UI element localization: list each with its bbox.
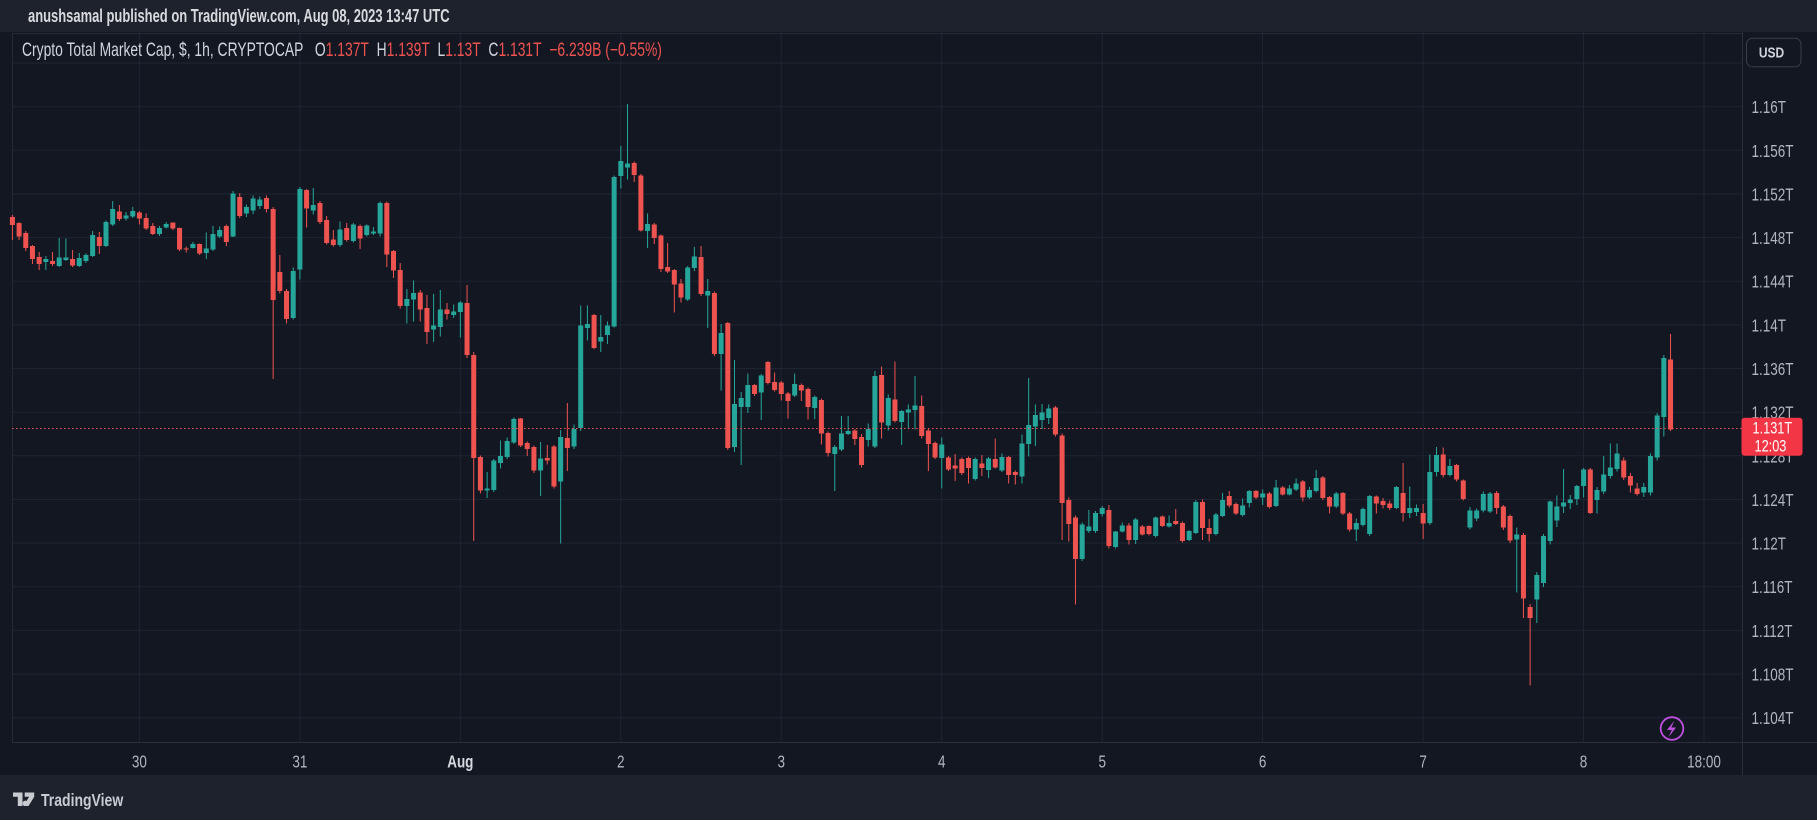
- svg-text:8: 8: [1580, 753, 1588, 772]
- svg-text:1.14T: 1.14T: [1752, 317, 1787, 336]
- svg-text:6: 6: [1259, 753, 1267, 772]
- svg-text:1.12T: 1.12T: [1752, 535, 1787, 554]
- svg-text:31: 31: [292, 753, 307, 772]
- svg-text:1.104T: 1.104T: [1752, 709, 1794, 728]
- svg-text:1.148T: 1.148T: [1752, 229, 1794, 248]
- svg-text:Aug: Aug: [447, 753, 473, 772]
- svg-text:4: 4: [938, 753, 946, 772]
- svg-text:1.108T: 1.108T: [1752, 666, 1794, 685]
- svg-text:1.152T: 1.152T: [1752, 186, 1794, 205]
- svg-text:1.136T: 1.136T: [1752, 360, 1794, 379]
- svg-text:18:00: 18:00: [1687, 753, 1721, 772]
- svg-text:1.131T: 1.131T: [1753, 419, 1793, 438]
- svg-text:3: 3: [777, 753, 785, 772]
- svg-text:1.112T: 1.112T: [1752, 622, 1793, 641]
- svg-text:2: 2: [617, 753, 625, 772]
- svg-text:1.144T: 1.144T: [1752, 273, 1794, 292]
- svg-text:USD: USD: [1759, 44, 1784, 61]
- svg-text:1.116T: 1.116T: [1752, 578, 1793, 597]
- svg-text:5: 5: [1098, 753, 1106, 772]
- svg-text:12:03: 12:03: [1755, 437, 1787, 456]
- svg-text:30: 30: [132, 753, 147, 772]
- svg-text:1.16T: 1.16T: [1752, 98, 1787, 117]
- svg-text:1.124T: 1.124T: [1752, 491, 1794, 510]
- svg-text:7: 7: [1419, 753, 1427, 772]
- svg-text:1.156T: 1.156T: [1752, 142, 1794, 161]
